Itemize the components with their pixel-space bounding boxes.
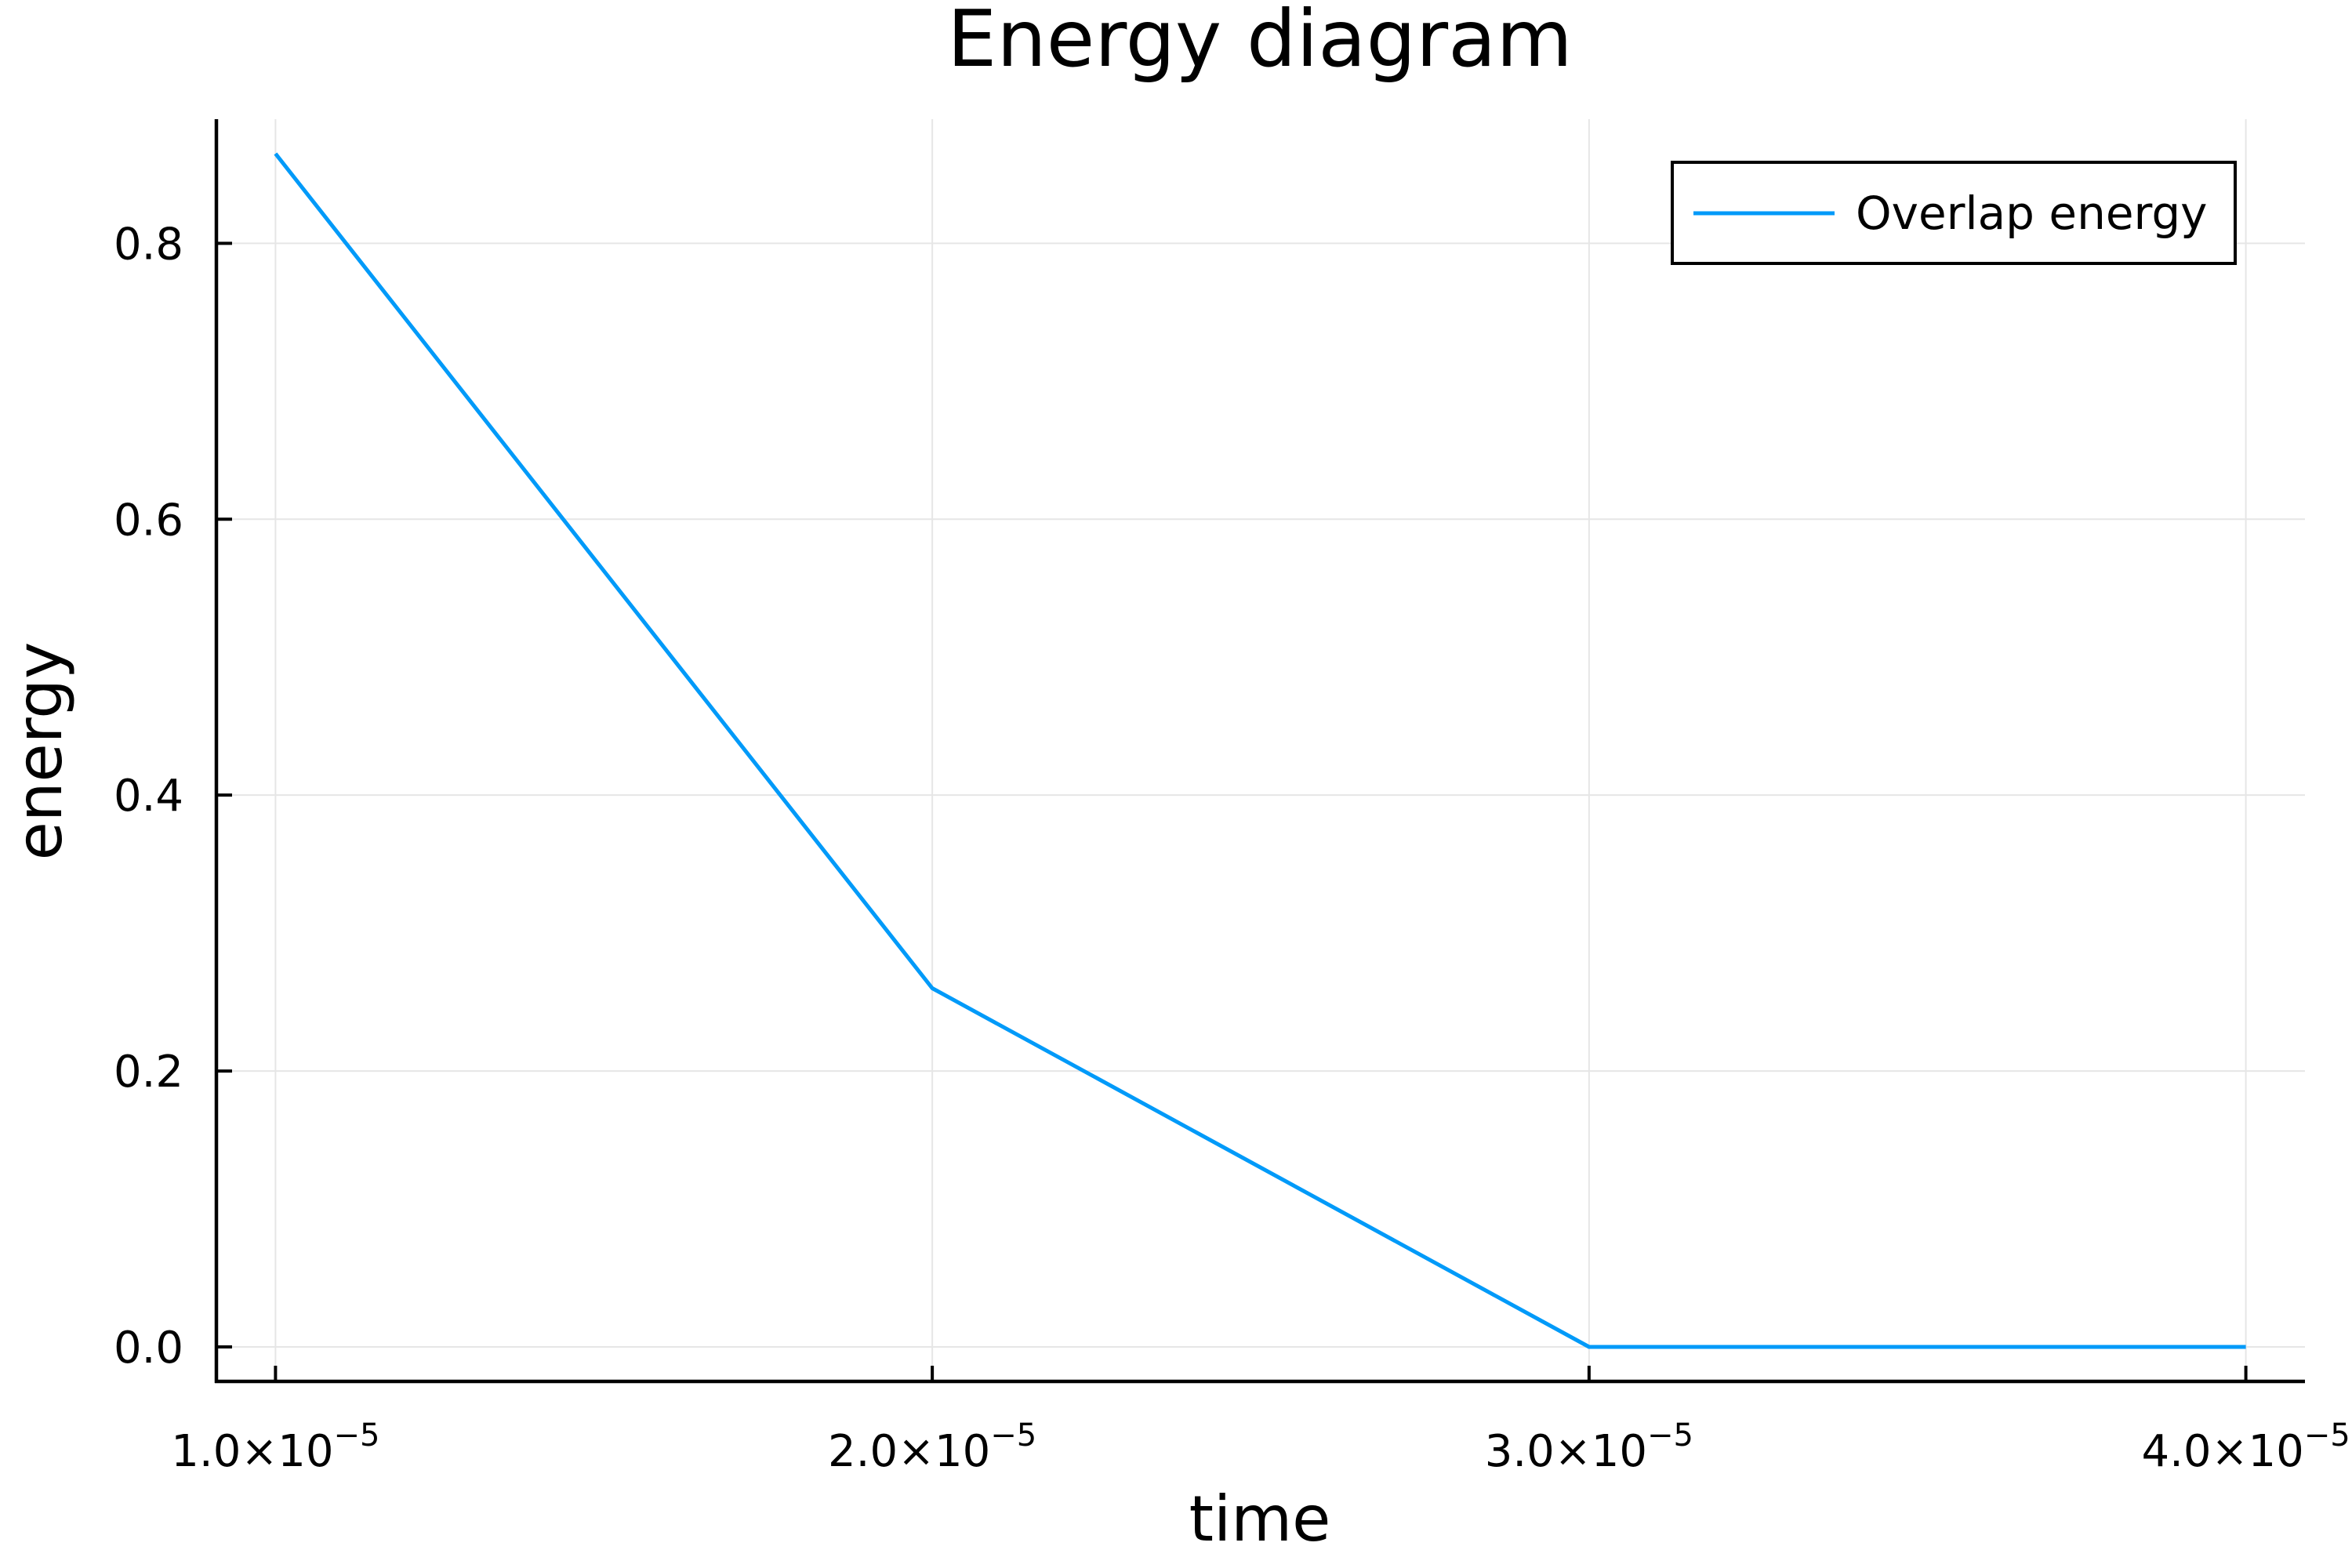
y-tick-label: 0.8	[114, 219, 183, 270]
x-axis-title: time	[1189, 1483, 1331, 1555]
legend: Overlap energy	[1671, 161, 2237, 265]
y-tick-label: 0.4	[114, 771, 183, 822]
x-tick-label: 4.0×10−5	[2141, 1417, 2350, 1477]
series-lines	[274, 152, 2246, 1349]
chart-title: Energy diagram	[947, 0, 1573, 85]
grid-lines	[216, 119, 2305, 1381]
x-tick-label: 1.0×10−5	[171, 1417, 379, 1477]
series-line-overlap-energy	[274, 152, 2246, 1349]
y-axis-title: energy	[3, 642, 76, 861]
axis-ticks: 1.0×10−5 2.0×10−5 3.0×10−5 4.0×10−5 0.0 0.2 0.…	[114, 219, 2350, 1477]
legend-label: Overlap energy	[1856, 187, 2208, 240]
y-tick-label: 0.6	[114, 495, 183, 546]
x-tick-label: 3.0×10−5	[1485, 1417, 1693, 1477]
x-tick-label: 2.0×10−5	[828, 1417, 1036, 1477]
y-tick-label: 0.2	[114, 1047, 183, 1098]
y-tick-label: 0.0	[114, 1323, 183, 1374]
